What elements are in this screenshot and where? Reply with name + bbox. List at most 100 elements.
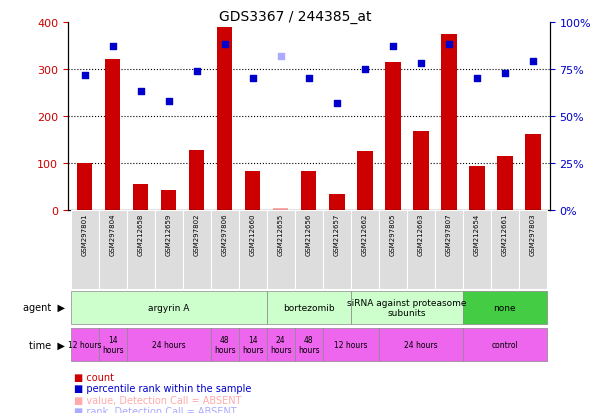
Text: ■ rank, Detection Call = ABSENT: ■ rank, Detection Call = ABSENT <box>74 406 236 413</box>
Point <box>108 44 118 50</box>
Bar <box>301 172 317 211</box>
Bar <box>323 211 351 289</box>
Text: GDS3367 / 244385_at: GDS3367 / 244385_at <box>219 10 372 24</box>
Text: GSM297801: GSM297801 <box>82 213 88 256</box>
Point <box>416 61 426 67</box>
Bar <box>211 328 239 362</box>
Text: 14
hours: 14 hours <box>102 335 124 354</box>
Bar <box>239 211 267 289</box>
Text: GSM297805: GSM297805 <box>390 213 396 255</box>
Text: GSM212660: GSM212660 <box>250 213 256 255</box>
Text: ■ percentile rank within the sample: ■ percentile rank within the sample <box>74 383 251 393</box>
Text: 14
hours: 14 hours <box>242 335 264 354</box>
Bar <box>379 211 407 289</box>
Text: siRNA against proteasome
subunits: siRNA against proteasome subunits <box>347 298 466 317</box>
Bar <box>525 135 541 211</box>
Text: GSM212654: GSM212654 <box>474 213 480 255</box>
Text: bortezomib: bortezomib <box>283 303 335 312</box>
Text: ■ value, Detection Call = ABSENT: ■ value, Detection Call = ABSENT <box>74 395 241 405</box>
Point <box>80 72 89 78</box>
Text: GSM212657: GSM212657 <box>334 213 340 255</box>
Bar <box>497 157 512 211</box>
Bar <box>357 152 372 211</box>
Bar <box>329 194 345 211</box>
Bar <box>463 211 491 289</box>
Bar <box>463 328 547 362</box>
Bar <box>413 132 428 211</box>
Bar <box>127 328 211 362</box>
Bar <box>155 211 183 289</box>
Text: ■ count: ■ count <box>74 372 114 382</box>
Text: GSM297806: GSM297806 <box>222 213 228 256</box>
Bar <box>379 328 463 362</box>
Bar <box>295 328 323 362</box>
Text: argyrin A: argyrin A <box>148 303 190 312</box>
Bar <box>463 291 547 325</box>
Point <box>220 42 229 49</box>
Bar <box>71 291 267 325</box>
Text: GSM212655: GSM212655 <box>278 213 284 255</box>
Text: 24
hours: 24 hours <box>270 335 291 354</box>
Bar <box>133 185 148 211</box>
Point <box>136 89 145 95</box>
Point <box>472 76 482 83</box>
Point <box>332 100 342 107</box>
Bar <box>217 28 232 211</box>
Point <box>500 70 509 77</box>
Text: GSM297804: GSM297804 <box>110 213 116 255</box>
Bar <box>267 211 295 289</box>
Bar <box>491 211 519 289</box>
Text: GSM212662: GSM212662 <box>362 213 368 255</box>
Point <box>360 66 369 73</box>
Bar <box>273 208 288 211</box>
Bar <box>239 328 267 362</box>
Text: 12 hours: 12 hours <box>334 340 368 349</box>
Bar <box>71 328 99 362</box>
Text: none: none <box>493 303 516 312</box>
Bar <box>519 211 547 289</box>
Bar <box>245 172 261 211</box>
Bar <box>127 211 155 289</box>
Text: agent  ▶: agent ▶ <box>23 303 65 313</box>
Text: GSM212663: GSM212663 <box>418 213 424 255</box>
Bar <box>99 211 127 289</box>
Bar <box>435 211 463 289</box>
Bar <box>211 211 239 289</box>
Point <box>192 68 202 75</box>
Text: control: control <box>492 340 518 349</box>
Point <box>276 53 285 60</box>
Point <box>248 76 258 83</box>
Text: GSM297802: GSM297802 <box>194 213 200 255</box>
Text: 24 hours: 24 hours <box>152 340 186 349</box>
Bar <box>71 211 99 289</box>
Bar <box>441 34 456 211</box>
Bar <box>189 150 204 211</box>
Text: GSM212659: GSM212659 <box>166 213 172 255</box>
Point <box>388 44 398 50</box>
Bar <box>351 211 379 289</box>
Bar <box>323 328 379 362</box>
Bar <box>267 328 295 362</box>
Bar <box>105 60 121 211</box>
Text: GSM212658: GSM212658 <box>138 213 144 255</box>
Text: GSM297803: GSM297803 <box>530 213 536 256</box>
Point <box>304 76 313 83</box>
Text: 12 hours: 12 hours <box>68 340 102 349</box>
Bar <box>99 328 127 362</box>
Point <box>164 98 174 105</box>
Point <box>528 59 538 66</box>
Bar <box>385 63 401 211</box>
Bar <box>183 211 211 289</box>
Text: 48
hours: 48 hours <box>214 335 236 354</box>
Text: GSM297807: GSM297807 <box>446 213 452 256</box>
Text: GSM212661: GSM212661 <box>502 213 508 255</box>
Text: 48
hours: 48 hours <box>298 335 320 354</box>
Bar <box>351 291 463 325</box>
Bar <box>161 191 177 211</box>
Bar <box>267 291 351 325</box>
Bar <box>407 211 435 289</box>
Text: GSM212656: GSM212656 <box>306 213 312 255</box>
Bar <box>469 167 485 211</box>
Bar <box>77 164 92 211</box>
Bar <box>295 211 323 289</box>
